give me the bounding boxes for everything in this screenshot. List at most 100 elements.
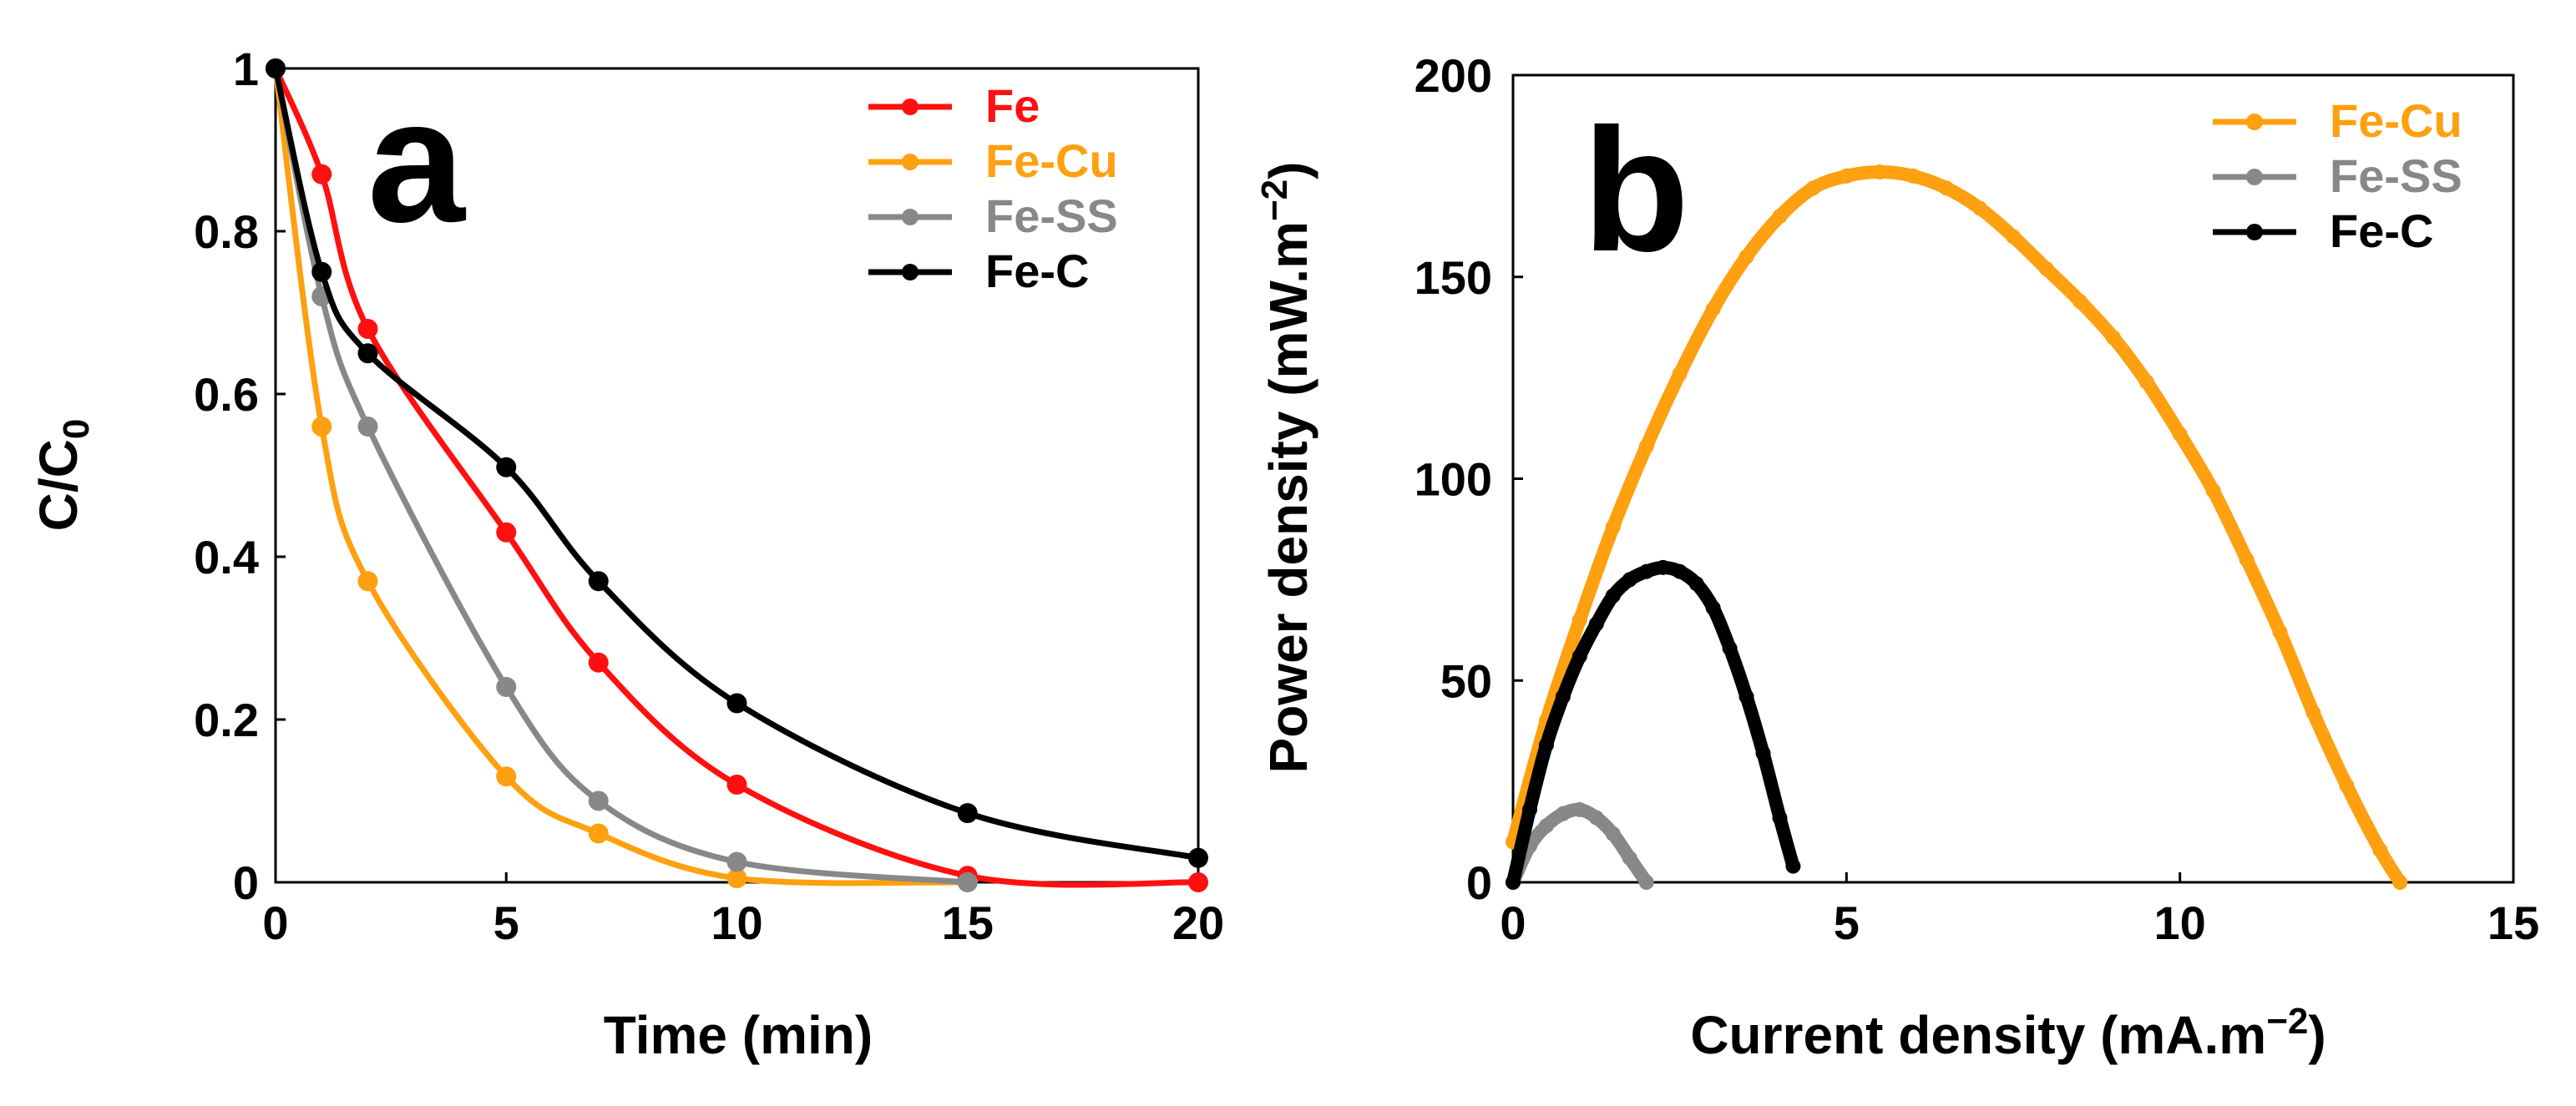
panel-a-ytick-label: 0.2 xyxy=(194,694,259,746)
legend-label: Fe-SS xyxy=(2330,149,2462,202)
panel-a-letter: a xyxy=(367,63,467,259)
panel-b-ylabel: Power density (mW.m−2) xyxy=(1254,162,1318,774)
panel-a-series xyxy=(266,58,1208,892)
panel-b-xlabel-main: Current density (mA.m xyxy=(1690,1005,2266,1065)
legend-entry-fe-c: Fe-C xyxy=(2213,205,2433,257)
data-point-fe-ss xyxy=(957,872,978,892)
data-point-fe-c xyxy=(1188,847,1208,868)
panel-a-ytick-label: 0 xyxy=(233,856,259,909)
legend-label: Fe xyxy=(985,79,1040,132)
panel-b-ylabel-main: Power density (mW.m xyxy=(1258,221,1318,773)
data-point-fe-c xyxy=(1772,810,1788,826)
panel-b-ylabel-end: ) xyxy=(1258,162,1318,179)
data-point-fe-c xyxy=(1506,875,1521,890)
data-point-fe-cu xyxy=(1872,164,1888,180)
legend-marker xyxy=(902,264,919,280)
data-point-fe-c xyxy=(1622,572,1637,588)
data-point-fe-cu xyxy=(1772,209,1788,225)
data-point-fe-ss xyxy=(1555,806,1571,821)
data-point-fe-cu xyxy=(2339,777,2355,793)
data-point-fe-cu xyxy=(2305,705,2321,720)
panel-a-ytick-label: 0.8 xyxy=(194,205,259,258)
data-point-fe-cu xyxy=(2172,427,2188,442)
panel-b-series xyxy=(1506,164,2408,890)
panel-b-xtick-label: 15 xyxy=(2487,896,2539,949)
data-point-fe-cu xyxy=(2372,842,2388,858)
panel-a-ylabel-text: C/C0 xyxy=(28,419,97,532)
data-point-fe-cu xyxy=(1905,168,1921,184)
panel-b-xlabel-end: ) xyxy=(2308,1005,2325,1065)
panel-a-ytick-label: 1 xyxy=(233,43,259,95)
panel-b-xtick-label: 5 xyxy=(1834,896,1860,949)
data-point-fe xyxy=(726,775,747,795)
legend-marker xyxy=(902,154,919,170)
data-point-fe-c xyxy=(1705,600,1721,616)
panel-a-ticks: 0 5 10 15 20 0 0.2 0.4 0.6 0.8 1 xyxy=(194,43,1224,949)
data-point-fe-cu xyxy=(1571,612,1587,628)
data-point-fe-cu xyxy=(2205,483,2221,499)
data-point-fe-cu xyxy=(2138,374,2154,390)
data-point-fe-c xyxy=(1655,559,1671,575)
data-point-fe-cu xyxy=(496,766,517,787)
panel-b-ytick-label: 50 xyxy=(1440,654,1492,707)
data-point-fe-ss xyxy=(357,417,378,437)
legend-entry-fe-cu: Fe-Cu xyxy=(868,134,1118,187)
legend-entry-fe-c: Fe-C xyxy=(868,245,1089,297)
data-point-fe-ss xyxy=(726,851,747,872)
data-point-fe-c xyxy=(1571,649,1587,664)
data-point-fe-ss xyxy=(1638,875,1654,890)
panel-a-xtick-label: 5 xyxy=(493,896,519,949)
data-point-fe-ss xyxy=(496,677,517,697)
data-point-fe-c xyxy=(1605,588,1621,604)
data-point-fe-cu xyxy=(1805,180,1821,196)
data-point-fe-cu xyxy=(2239,552,2255,568)
panel-a-ytick-label: 0.6 xyxy=(194,368,259,421)
data-point-fe-ss xyxy=(1538,818,1554,834)
data-point-fe-ss xyxy=(588,790,609,811)
panel-b-ylabel-sup: −2 xyxy=(1254,179,1295,221)
legend-marker xyxy=(902,98,919,115)
series-line-fe-c xyxy=(1506,560,1800,889)
data-point-fe-cu xyxy=(1605,519,1621,535)
data-point-fe-ss xyxy=(1571,801,1587,817)
legend-entry-fe-ss: Fe-SS xyxy=(868,189,1118,242)
data-point-fe-ss xyxy=(1622,850,1637,866)
data-point-fe-c xyxy=(957,803,978,824)
data-point-fe-ss xyxy=(1605,826,1621,841)
panel-a-xtick-label: 20 xyxy=(1172,896,1224,949)
data-point-fe xyxy=(311,164,332,184)
panel-b-xlabel-sup: −2 xyxy=(2266,1001,2308,1042)
data-point-fe-c xyxy=(1672,563,1688,579)
data-point-fe xyxy=(357,319,378,339)
data-point-fe-cu xyxy=(1839,168,1855,184)
data-point-fe-cu xyxy=(1705,301,1721,317)
data-point-fe-cu xyxy=(1939,180,1955,196)
data-point-fe-ss xyxy=(1588,810,1604,826)
legend-label: Fe-SS xyxy=(985,189,1118,242)
panel-a-xtick-label: 15 xyxy=(942,896,994,949)
data-point-fe-cu xyxy=(726,868,747,889)
data-point-fe-c xyxy=(266,58,286,78)
data-point-fe-cu xyxy=(2072,293,2088,309)
legend-label: Fe-C xyxy=(985,245,1089,297)
legend-marker xyxy=(2246,169,2263,185)
panel-a-xtick-label: 10 xyxy=(711,896,762,949)
panel-b-ytick-label: 0 xyxy=(1466,856,1492,909)
data-point-fe-c xyxy=(726,693,747,714)
data-point-fe xyxy=(1188,872,1208,892)
legend-marker xyxy=(2246,224,2263,240)
panel-a-ylabel-sub: 0 xyxy=(56,419,97,439)
legend-marker xyxy=(902,209,919,225)
data-point-fe-cu xyxy=(1738,249,1754,265)
panel-b-letter: b xyxy=(1582,92,1689,288)
legend-label: Fe-C xyxy=(2330,205,2433,257)
legend-label: Fe-Cu xyxy=(2330,94,2462,147)
panel-a-ytick-label: 0.4 xyxy=(194,531,259,583)
data-point-fe-cu xyxy=(357,571,378,592)
data-point-fe-cu xyxy=(2272,624,2288,640)
